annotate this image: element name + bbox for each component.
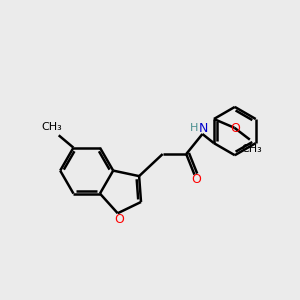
Text: CH₃: CH₃ [42,122,63,132]
Text: O: O [230,122,240,135]
Text: CH₃: CH₃ [241,144,262,154]
Text: H: H [190,123,198,133]
Text: O: O [114,213,124,226]
Text: N: N [199,122,208,135]
Text: O: O [191,173,201,186]
